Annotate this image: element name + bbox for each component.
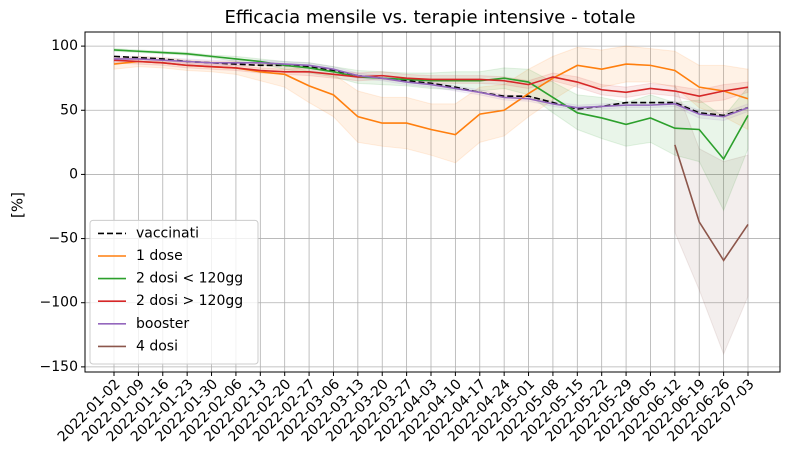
- y-tick-label: 0: [69, 166, 78, 182]
- y-tick-label: 50: [60, 102, 78, 118]
- series-line: [113, 49, 749, 161]
- legend-label: 1 dose: [136, 248, 183, 264]
- legend-label: 2 dosi < 120gg: [136, 271, 243, 287]
- series-line: [113, 59, 749, 97]
- confidence-band: [674, 84, 749, 356]
- y-tick-label: −100: [40, 295, 78, 311]
- legend-label: 4 dosi: [136, 338, 178, 354]
- y-tick-label: −50: [48, 231, 78, 247]
- legend-label: booster: [136, 316, 189, 332]
- axes-frame: [84, 31, 781, 373]
- series-line: [674, 144, 749, 262]
- legend-label: vaccinati: [136, 225, 199, 241]
- y-tick-label: −150: [40, 359, 78, 375]
- legend-label: 2 dosi > 120gg: [136, 293, 243, 309]
- series-line: [113, 55, 749, 117]
- legend-box: [89, 219, 259, 365]
- series-line: [114, 58, 749, 118]
- y-tick-label: 100: [51, 38, 78, 54]
- y-axis-label: [%]: [9, 192, 27, 218]
- chart-title: Efficacia mensile vs. terapie intensive …: [224, 7, 635, 28]
